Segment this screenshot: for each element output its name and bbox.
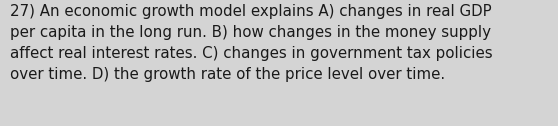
Text: 27) An economic growth model explains A) changes in real GDP
per capita in the l: 27) An economic growth model explains A)… [10,4,493,83]
